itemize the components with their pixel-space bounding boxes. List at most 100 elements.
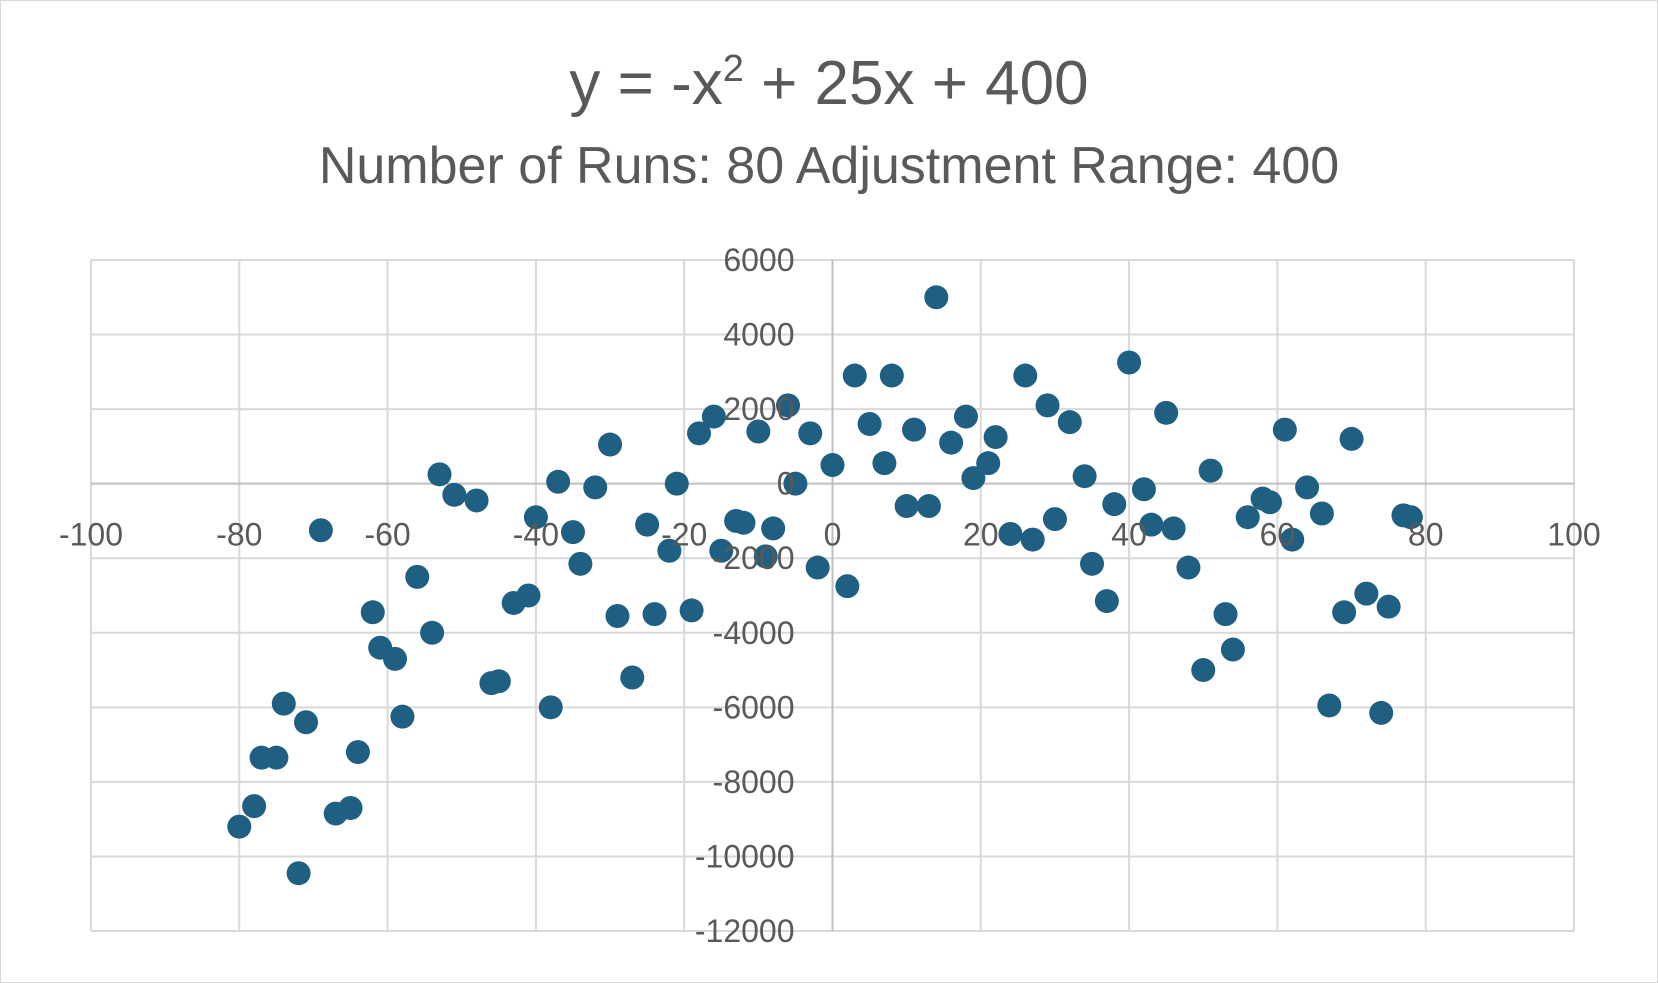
data-point: [953, 404, 978, 429]
data-point: [464, 488, 489, 513]
data-point: [1398, 505, 1423, 530]
y-tick-labels: -12000 -10000 -8000 -6000 -4000 -2000 0 2000 400…: [695, 242, 795, 949]
y-tick-label: -12000: [695, 913, 795, 949]
data-point: [872, 451, 897, 476]
data-point: [1139, 512, 1164, 537]
data-point: [1176, 555, 1201, 580]
data-point: [842, 363, 867, 388]
data-point: [546, 469, 571, 494]
data-point: [879, 363, 904, 388]
x-tick-label: -80: [216, 517, 262, 553]
data-point: [538, 695, 563, 720]
data-point: [383, 646, 408, 671]
chart-subtitle: Number of Runs: 80 Adjustment Range: 400: [318, 137, 1340, 195]
data-point: [360, 600, 385, 625]
data-point: [820, 453, 845, 478]
data-point: [1020, 527, 1045, 552]
x-tick-label: 20: [963, 517, 999, 553]
data-point: [1369, 700, 1394, 725]
data-point: [345, 740, 370, 765]
data-point: [1131, 477, 1156, 502]
data-point: [1013, 363, 1038, 388]
data-points: [227, 285, 1423, 886]
data-point: [227, 814, 252, 839]
x-tick-label: -40: [513, 517, 559, 553]
x-tick-label: 40: [1111, 517, 1147, 553]
data-point: [1191, 658, 1216, 683]
data-point: [916, 494, 941, 519]
data-point: [598, 432, 623, 457]
chart-title-exponent: 2: [722, 48, 744, 90]
data-point: [776, 393, 801, 418]
data-point: [1154, 400, 1179, 425]
data-point: [902, 417, 927, 442]
y-tick-label: 0: [777, 466, 795, 502]
data-point: [753, 544, 778, 569]
data-point: [583, 475, 608, 500]
data-point: [308, 518, 333, 543]
y-tick-label: -6000: [713, 689, 795, 725]
data-point: [1332, 600, 1357, 625]
data-point: [924, 285, 949, 310]
data-point: [798, 421, 823, 446]
y-tick-label: 2000: [723, 391, 794, 427]
data-point: [442, 482, 467, 507]
data-point: [709, 538, 734, 563]
data-point: [264, 745, 289, 770]
data-point: [783, 471, 808, 496]
data-point: [731, 510, 756, 535]
y-tick-label: -4000: [713, 615, 795, 651]
data-point: [390, 704, 415, 729]
data-point: [294, 710, 319, 735]
data-point: [486, 669, 511, 694]
y-tick-label: 4000: [723, 317, 794, 353]
data-point: [983, 425, 1008, 450]
data-point: [1280, 527, 1305, 552]
data-point: [568, 551, 593, 576]
data-point: [420, 620, 445, 645]
data-point: [242, 794, 267, 819]
data-point: [286, 861, 311, 886]
data-point: [805, 555, 830, 580]
data-point: [516, 583, 541, 608]
data-point: [635, 512, 660, 537]
x-tick-label: 60: [1260, 517, 1296, 553]
x-tick-label: -60: [364, 517, 410, 553]
data-point: [761, 516, 786, 541]
x-tick-label: -20: [661, 517, 707, 553]
data-point: [271, 691, 296, 716]
data-point: [1117, 350, 1142, 375]
data-point: [1102, 492, 1127, 517]
data-point: [701, 404, 726, 429]
data-point: [1309, 501, 1334, 526]
data-point: [605, 604, 630, 629]
x-tick-label: -100: [59, 517, 123, 553]
data-point: [998, 521, 1023, 546]
data-point: [1376, 594, 1401, 619]
data-point: [1035, 393, 1060, 418]
data-point: [664, 471, 689, 496]
data-point: [835, 574, 860, 599]
data-point: [1257, 490, 1282, 515]
x-tick-label: 100: [1547, 517, 1600, 553]
data-point: [642, 602, 667, 627]
data-point: [894, 494, 919, 519]
x-tick-label: 80: [1408, 517, 1444, 553]
data-point: [687, 421, 712, 446]
data-point: [560, 520, 585, 545]
data-point: [1339, 426, 1364, 451]
y-tick-label: -10000: [695, 838, 795, 874]
data-point: [1354, 581, 1379, 606]
chart-title: y = -x2 + 25x + 400: [569, 48, 1089, 118]
data-point: [1317, 693, 1342, 718]
data-point: [961, 466, 986, 491]
data-point: [338, 795, 363, 820]
y-tick-label: -8000: [713, 764, 795, 800]
data-point: [1198, 458, 1223, 483]
data-point: [976, 451, 1001, 476]
data-point: [1235, 505, 1260, 530]
data-point: [1094, 589, 1119, 614]
data-point: [1220, 637, 1245, 662]
